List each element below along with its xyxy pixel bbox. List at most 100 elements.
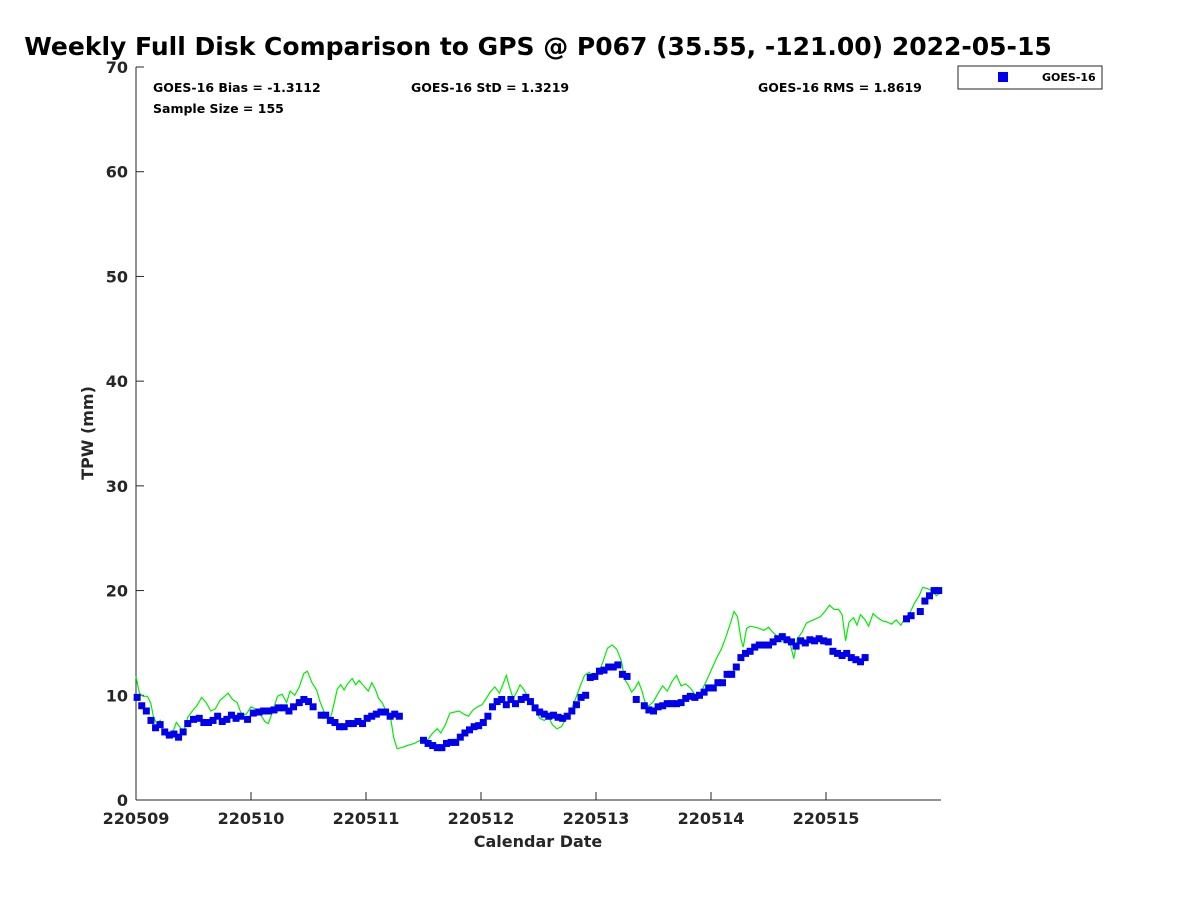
- goes-16-point-39: [326, 716, 334, 724]
- goes-16-point-36: [309, 703, 317, 711]
- goes-16-point-52: [386, 712, 394, 720]
- goes-16-point-43: [345, 720, 353, 728]
- goes-16-point-108: [673, 700, 680, 708]
- goes-16-point-51: [382, 708, 390, 716]
- goes-16-point-76: [517, 695, 525, 703]
- goes-16-point-75: [512, 700, 519, 708]
- goes-16-point-73: [502, 701, 510, 709]
- goes-16-point-19: [223, 715, 231, 723]
- goes-16-point-116: [709, 684, 717, 692]
- goes-16-point-44: [349, 720, 357, 728]
- goes-16-point-47: [363, 714, 371, 722]
- goes-16-point-78: [526, 698, 534, 706]
- x-tick-label-6: 220515: [793, 809, 860, 828]
- goes-16-point-59: [438, 744, 446, 752]
- goes-16-point-135: [797, 637, 805, 645]
- goes-16-point-100: [632, 695, 640, 703]
- goes-16-point-93: [595, 667, 603, 675]
- goes-16-point-101: [640, 702, 648, 710]
- y-tick-label-7: 70: [106, 58, 128, 77]
- goes-16-point-11: [184, 720, 192, 728]
- y-tick-label-5: 50: [106, 267, 128, 286]
- goes-16-point-7: [165, 731, 173, 739]
- bias-stat: GOES-16 Bias = -1.3112: [153, 80, 321, 95]
- goes-16-point-72: [498, 695, 506, 703]
- goes-16-point-128: [765, 641, 772, 649]
- goes-16-point-119: [723, 670, 731, 678]
- goes-16-point-147: [852, 656, 860, 664]
- goes-16-point-71: [493, 698, 501, 706]
- x-tick-label-4: 220513: [563, 809, 630, 828]
- goes-16-point-1: [138, 702, 146, 710]
- goes-16-point-16: [209, 716, 217, 724]
- goes-16-point-58: [433, 744, 441, 752]
- goes-16-point-70: [489, 703, 496, 711]
- goes-16-point-126: [755, 641, 763, 649]
- goes-16-point-151: [907, 612, 915, 620]
- goes-16-point-102: [645, 706, 653, 714]
- goes-16-point-49: [372, 710, 380, 718]
- goes-16-point-92: [591, 672, 599, 680]
- goes-16-point-134: [792, 642, 800, 650]
- goes-16-point-55: [420, 736, 427, 744]
- goes-16-point-144: [838, 651, 846, 659]
- y-tick-label-3: 30: [106, 477, 128, 496]
- goes-16-point-131: [778, 633, 786, 641]
- goes-16-point-23: [244, 715, 252, 723]
- x-tick-label-1: 220510: [218, 809, 285, 828]
- goes-16-point-3: [147, 716, 155, 724]
- goes-16-point-22: [237, 712, 245, 720]
- goes-16-point-124: [746, 647, 754, 655]
- goes-16-point-82: [545, 712, 553, 720]
- goes-16-point-42: [340, 723, 348, 731]
- goes-16-point-30: [280, 704, 288, 712]
- goes-16-point-136: [801, 639, 809, 647]
- rms-stat: GOES-16 RMS = 1.8619: [758, 80, 922, 95]
- goes-16-point-150: [903, 615, 910, 623]
- goes-16-point-155: [930, 587, 938, 595]
- x-tick-label-5: 220514: [678, 809, 745, 828]
- goes-16-point-84: [554, 713, 562, 721]
- goes-16-point-112: [691, 693, 699, 701]
- goes-16-point-33: [295, 699, 303, 707]
- goes-16-point-38: [322, 711, 330, 719]
- goes-16-point-125: [751, 643, 759, 651]
- goes-16-point-54: [395, 712, 403, 720]
- goes-16-point-79: [531, 704, 539, 712]
- goes-16-point-60: [443, 739, 450, 747]
- goes-16-point-145: [843, 649, 851, 657]
- y-tick-label-1: 10: [106, 686, 128, 705]
- goes-16-point-10: [179, 728, 187, 736]
- goes-16-point-146: [847, 654, 855, 662]
- sample-size-stat: Sample Size = 155: [153, 101, 284, 116]
- goes-16-point-148: [857, 658, 864, 666]
- goes-16-point-34: [300, 695, 308, 703]
- goes-16-point-64: [461, 729, 469, 737]
- goes-16-point-118: [719, 679, 726, 687]
- goes-16-point-14: [200, 719, 208, 727]
- goes-16-point-87: [568, 707, 576, 715]
- goes-16-point-20: [227, 711, 235, 719]
- x-tick-label-0: 220509: [103, 809, 170, 828]
- goes-16-point-15: [204, 719, 212, 727]
- goes-16-point-109: [677, 699, 685, 707]
- goes-16-point-97: [614, 661, 622, 669]
- legend-box: [957, 65, 1103, 90]
- goes-16-point-40: [331, 719, 339, 727]
- goes-16-point-143: [834, 649, 841, 657]
- x-tick-label-2: 220511: [333, 809, 400, 828]
- goes-16-point-142: [829, 647, 837, 655]
- chart-title: Weekly Full Disk Comparison to GPS @ P06…: [24, 32, 1051, 61]
- legend-label-goes-16: GOES-16: [1042, 71, 1096, 84]
- legend-swatch-goes-16: [998, 72, 1008, 82]
- goes-16-point-37: [317, 711, 325, 719]
- goes-16-point-5: [156, 721, 164, 729]
- goes-16-point-2: [142, 707, 150, 715]
- goes-16-series: [133, 587, 943, 752]
- x-axis-ticks: 220509 220510 220511 220512 220513 220514 2205…: [103, 792, 860, 828]
- y-tick-label-0: 0: [117, 791, 128, 810]
- goes-16-point-31: [285, 707, 293, 715]
- std-stat: GOES-16 StD = 1.3219: [411, 80, 569, 95]
- goes-16-point-4: [152, 724, 160, 732]
